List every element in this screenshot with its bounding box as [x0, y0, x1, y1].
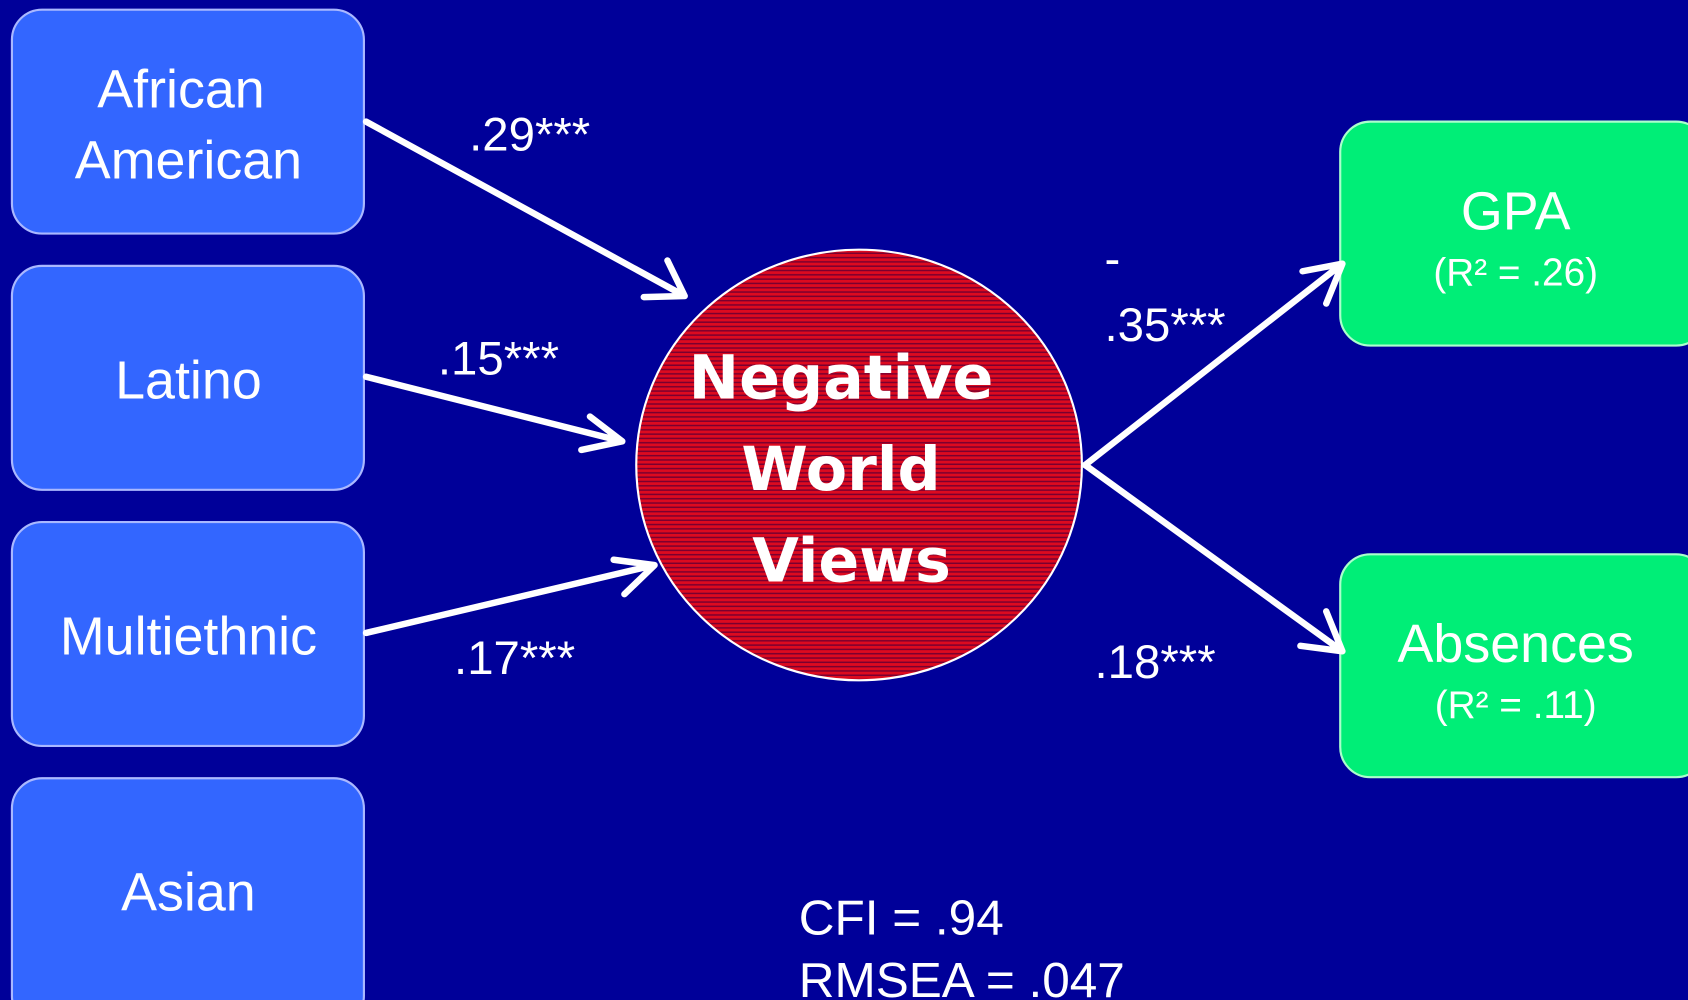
node-label: Negative World Views: [689, 343, 1015, 596]
edge-label: .17***: [454, 632, 575, 685]
node-label: Absences: [1398, 614, 1634, 674]
fit-stat: RMSEA = .047: [799, 953, 1125, 1000]
node-label: Multiethnic: [60, 606, 317, 666]
node-label: Latino: [115, 350, 262, 410]
node-sublabel: (R² = .26): [1433, 251, 1598, 294]
node-label: Asian: [121, 863, 256, 923]
edge-arrow: [1081, 461, 1346, 655]
node-box: [1339, 553, 1688, 779]
edge-label: - .35***: [1104, 232, 1225, 352]
node-label: African American: [75, 60, 302, 191]
edge-arrow: [1081, 260, 1346, 469]
edge-label: .15***: [438, 333, 559, 386]
edge-arrow: [362, 556, 658, 637]
edge-arrow: [362, 118, 688, 301]
node-box: [10, 777, 365, 1000]
edge-label: .29***: [469, 109, 590, 162]
node-label: GPA: [1461, 181, 1571, 241]
fit-stat: CFI = .94: [799, 890, 1004, 945]
node-box: [10, 8, 365, 235]
edge-arrow: [362, 373, 626, 454]
node-sublabel: (R² = .11): [1435, 684, 1597, 727]
node-box: [1339, 120, 1688, 347]
edge-label: .18***: [1095, 636, 1216, 689]
